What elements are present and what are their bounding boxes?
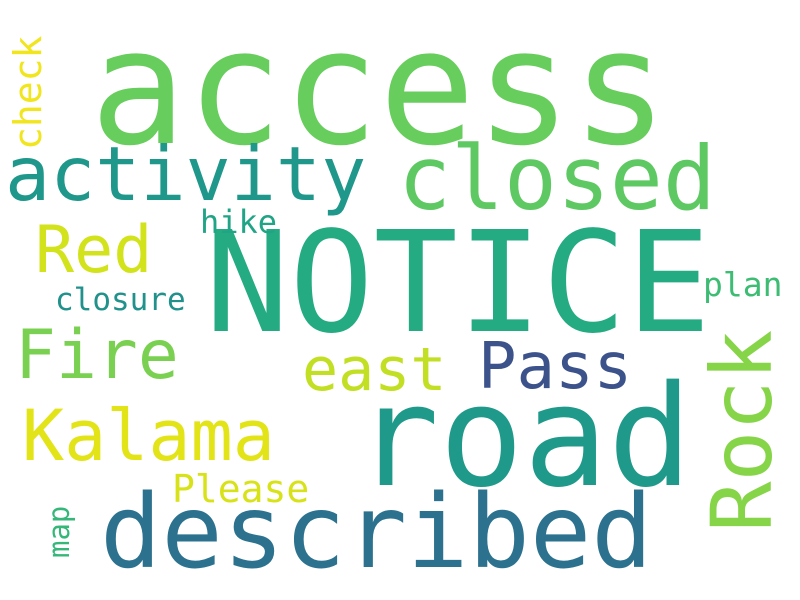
word-closure: closure bbox=[55, 282, 186, 318]
word-red: Red bbox=[35, 213, 153, 288]
word-described: described bbox=[100, 473, 653, 592]
word-pass: Pass bbox=[478, 330, 633, 404]
word-access: access bbox=[90, 0, 668, 181]
word-plan: plan bbox=[703, 265, 783, 304]
word-activity: activity bbox=[5, 130, 367, 218]
word-check: check bbox=[6, 35, 50, 150]
word-closed: closed bbox=[398, 127, 716, 230]
word-east: east bbox=[302, 335, 447, 405]
word-map: map bbox=[42, 505, 76, 558]
word-rock: Rock bbox=[693, 329, 791, 532]
word-road: road bbox=[355, 356, 693, 519]
word-fire: Fire bbox=[15, 316, 179, 395]
word-kalama: Kalama bbox=[22, 395, 275, 477]
word-please: Please bbox=[172, 467, 310, 511]
word-notice: NOTICE bbox=[205, 202, 711, 365]
word-hike: hike bbox=[200, 203, 278, 241]
